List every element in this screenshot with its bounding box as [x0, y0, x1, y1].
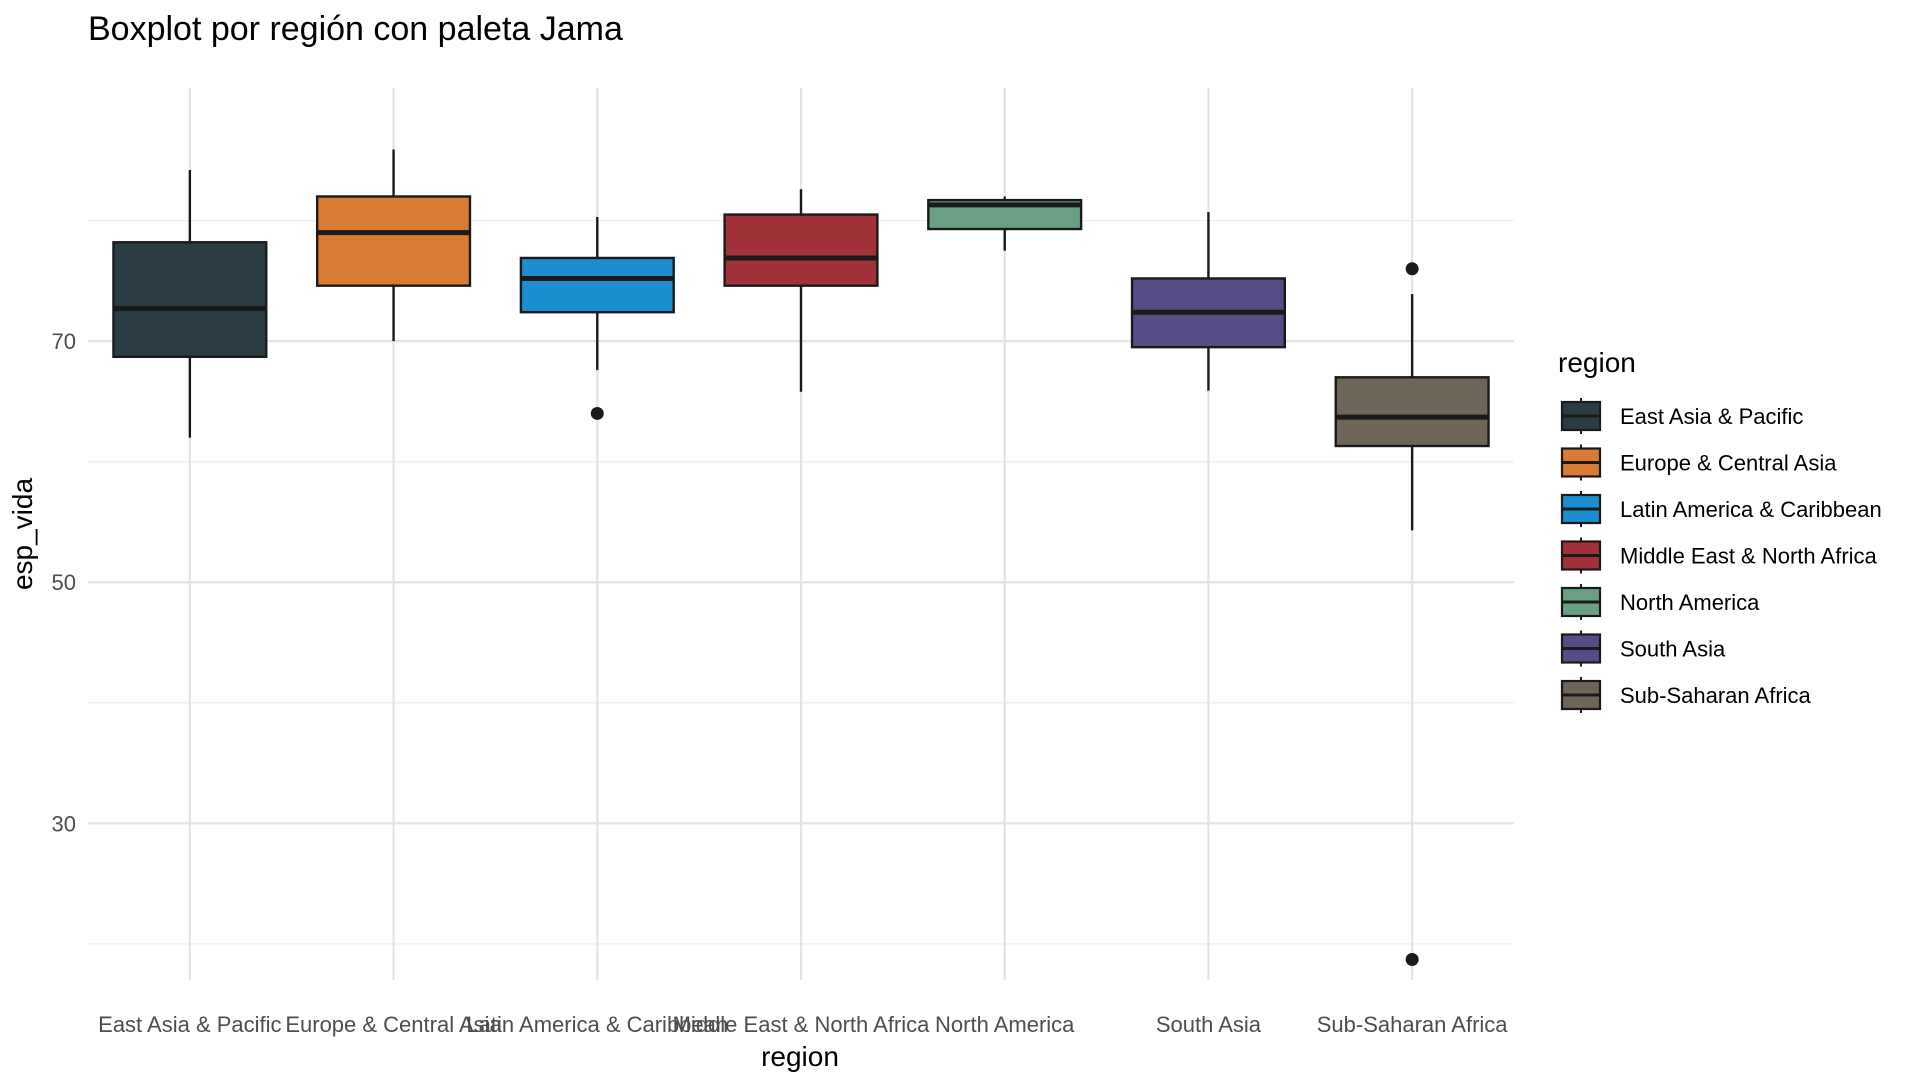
legend-item: South Asia	[1560, 630, 1726, 667]
y-tick-label: 30	[52, 811, 76, 836]
y-axis-title: esp_vida	[7, 478, 38, 591]
legend-label: Middle East & North Africa	[1620, 544, 1878, 569]
box-group	[519, 216, 675, 420]
outlier-point	[1405, 953, 1419, 967]
y-tick-label: 70	[52, 329, 76, 354]
legend-item: Middle East & North Africa	[1560, 537, 1878, 574]
x-tick-label: North America	[935, 1012, 1075, 1037]
outlier-point	[590, 406, 604, 420]
x-tick-label: Latin America & Caribbean	[466, 1012, 728, 1037]
box-iqr	[519, 256, 675, 314]
legend-label: Sub-Saharan Africa	[1620, 683, 1812, 708]
box-layer	[112, 149, 1490, 967]
legend-label: Latin America & Caribbean	[1620, 497, 1882, 522]
box-iqr	[315, 195, 472, 287]
x-tick-label: Sub-Saharan Africa	[1317, 1012, 1509, 1037]
x-tick-label: South Asia	[1156, 1012, 1262, 1037]
legend-label: North America	[1620, 590, 1760, 615]
legend-item: East Asia & Pacific	[1560, 398, 1803, 434]
x-axis-title: region	[761, 1041, 839, 1072]
legend-label: East Asia & Pacific	[1620, 404, 1803, 429]
box-iqr	[723, 213, 879, 287]
box-group	[1334, 262, 1490, 967]
legend-item: Latin America & Caribbean	[1560, 491, 1882, 527]
legend-item: Europe & Central Asia	[1560, 444, 1837, 481]
box-group	[723, 189, 879, 392]
box-iqr	[1334, 376, 1490, 448]
legend-label: Europe & Central Asia	[1620, 451, 1837, 476]
box-group	[315, 149, 472, 342]
legend-item: Sub-Saharan Africa	[1560, 677, 1812, 713]
x-axis-ticks: East Asia & Pacific Europe & Central Asia…	[98, 1012, 1508, 1037]
legend-items: East Asia & Pacific Europe & Central Asia…	[1560, 398, 1882, 713]
x-tick-label: East Asia & Pacific	[98, 1012, 281, 1037]
legend: region East Asia & Pacific Europe & Centr…	[1558, 347, 1882, 713]
box-group	[1130, 212, 1287, 391]
box-iqr	[112, 241, 268, 359]
legend-title: region	[1558, 347, 1636, 378]
x-tick-label: Europe & Central Asia	[285, 1012, 502, 1037]
legend-item: North America	[1560, 584, 1760, 620]
box-group	[927, 196, 1083, 251]
box-group	[112, 169, 268, 438]
chart-title: Boxplot por región con paleta Jama	[88, 10, 623, 48]
y-tick-label: 50	[52, 570, 76, 595]
outlier-point	[1405, 262, 1419, 276]
legend-label: South Asia	[1620, 637, 1726, 662]
y-axis-ticks: 30 50 70	[52, 329, 76, 836]
x-tick-label: Middle East & North Africa	[673, 1012, 931, 1037]
